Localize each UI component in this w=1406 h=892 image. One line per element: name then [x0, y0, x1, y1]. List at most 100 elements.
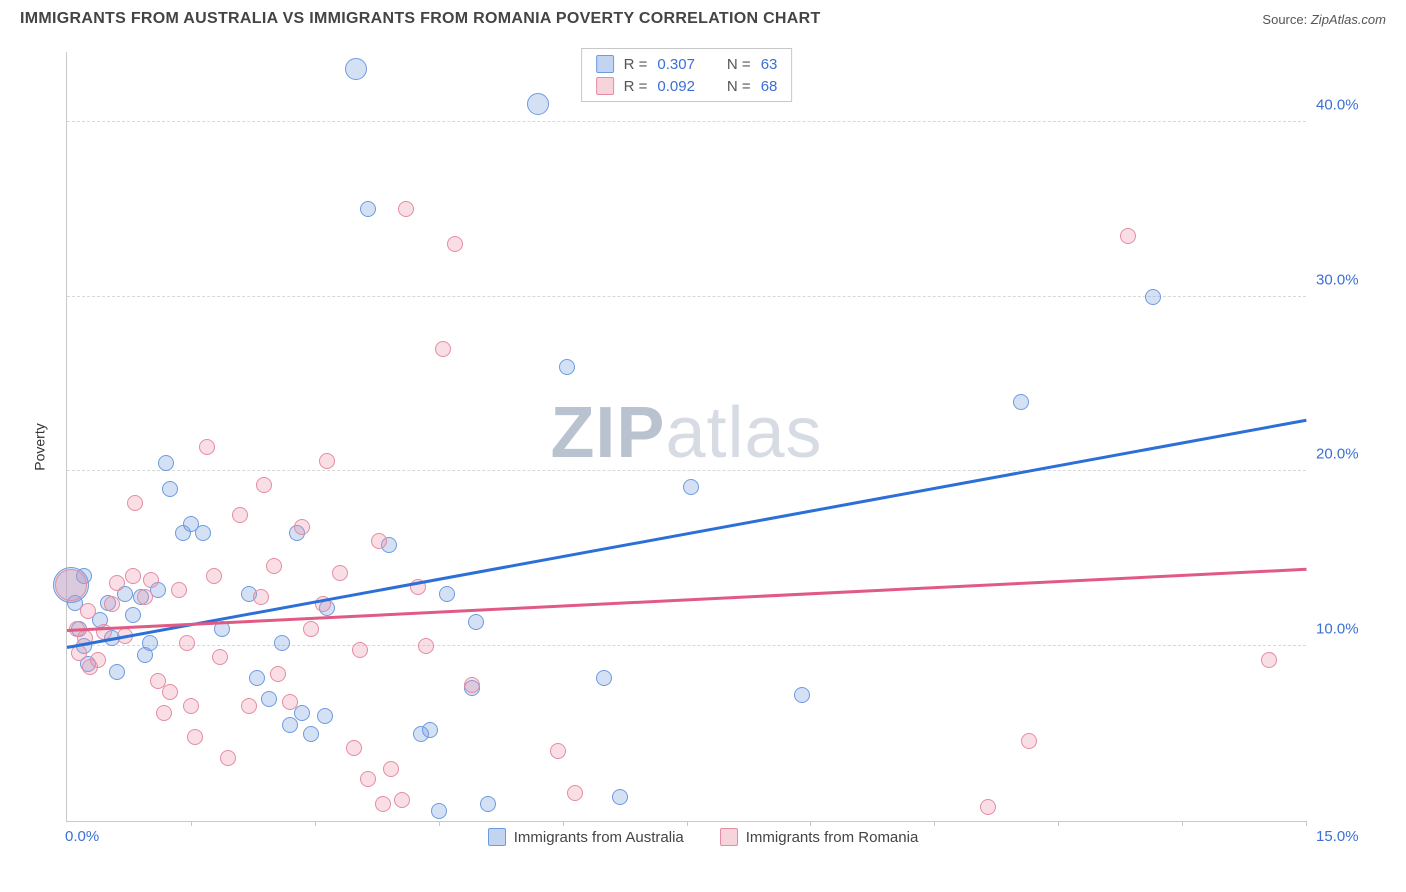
data-point-romania [383, 761, 399, 777]
data-point-australia [683, 479, 699, 495]
data-point-australia [162, 481, 178, 497]
x-tick-mark [439, 821, 440, 826]
y-axis-label: Poverty [32, 423, 48, 470]
r-value-romania: 0.092 [657, 78, 695, 95]
data-point-romania [360, 771, 376, 787]
data-point-romania [253, 589, 269, 605]
data-point-romania [567, 785, 583, 801]
n-value-romania: 68 [761, 78, 778, 95]
data-point-romania [270, 666, 286, 682]
data-point-romania [183, 698, 199, 714]
data-point-romania [256, 477, 272, 493]
x-tick-mark [563, 821, 564, 826]
data-point-australia [527, 93, 549, 115]
x-tick-mark [810, 821, 811, 826]
data-point-australia [612, 789, 628, 805]
data-point-australia [468, 614, 484, 630]
x-tick-mark [315, 821, 316, 826]
y-tick-label: 20.0% [1316, 446, 1376, 463]
swatch-blue [596, 55, 614, 73]
trendline-australia [67, 419, 1306, 649]
data-point-romania [187, 729, 203, 745]
r-value-australia: 0.307 [657, 56, 695, 73]
swatch-pink [720, 828, 738, 846]
data-point-romania [371, 533, 387, 549]
data-point-australia [1145, 289, 1161, 305]
data-point-romania [332, 565, 348, 581]
data-point-romania [199, 439, 215, 455]
data-point-romania [71, 645, 87, 661]
gridline [67, 121, 1306, 122]
x-tick-mark [1182, 821, 1183, 826]
source-label: Source: [1262, 12, 1307, 27]
data-point-romania [266, 558, 282, 574]
source-value: ZipAtlas.com [1311, 12, 1386, 27]
data-point-australia [142, 635, 158, 651]
watermark-atlas: atlas [665, 392, 822, 472]
data-point-romania [90, 652, 106, 668]
data-point-romania [179, 635, 195, 651]
data-point-australia [1013, 394, 1029, 410]
series-label-romania: Immigrants from Romania [746, 829, 919, 846]
gridline [67, 645, 1306, 646]
data-point-australia [345, 58, 367, 80]
data-point-australia [249, 670, 265, 686]
data-point-australia [294, 705, 310, 721]
data-point-romania [104, 596, 120, 612]
n-value-australia: 63 [761, 56, 778, 73]
data-point-romania [212, 649, 228, 665]
data-point-australia [422, 722, 438, 738]
data-point-romania [294, 519, 310, 535]
data-point-romania [282, 694, 298, 710]
data-point-australia [317, 708, 333, 724]
data-point-romania [418, 638, 434, 654]
data-point-romania [980, 799, 996, 815]
data-point-australia [596, 670, 612, 686]
data-point-romania [550, 743, 566, 759]
data-point-romania [394, 792, 410, 808]
data-point-australia [158, 455, 174, 471]
data-point-romania [171, 582, 187, 598]
data-point-romania [447, 236, 463, 252]
data-point-romania [127, 495, 143, 511]
data-point-australia [109, 664, 125, 680]
gridline [67, 470, 1306, 471]
data-point-australia [195, 525, 211, 541]
data-point-romania [435, 341, 451, 357]
data-point-romania [375, 796, 391, 812]
chart-title: IMMIGRANTS FROM AUSTRALIA VS IMMIGRANTS … [20, 10, 821, 28]
data-point-romania [241, 698, 257, 714]
correlation-legend: R = 0.307 N = 63 R = 0.092 N = 68 [581, 48, 793, 102]
data-point-romania [137, 589, 153, 605]
data-point-australia [439, 586, 455, 602]
x-tick-mark [934, 821, 935, 826]
swatch-pink [596, 77, 614, 95]
n-label: N = [727, 56, 751, 73]
chart-container: Poverty ZIPatlas R = 0.307 N = 63 R = 0.… [20, 42, 1386, 852]
data-point-romania [109, 575, 125, 591]
data-point-romania [143, 572, 159, 588]
n-label: N = [727, 78, 751, 95]
series-label-australia: Immigrants from Australia [514, 829, 684, 846]
r-label: R = [624, 78, 648, 95]
gridline [67, 296, 1306, 297]
data-point-romania [162, 684, 178, 700]
data-point-australia [794, 687, 810, 703]
data-point-romania [80, 603, 96, 619]
data-point-australia [303, 726, 319, 742]
data-point-romania [352, 642, 368, 658]
data-point-australia [261, 691, 277, 707]
source-attribution: Source: ZipAtlas.com [1262, 12, 1386, 27]
data-point-australia [274, 635, 290, 651]
swatch-blue [488, 828, 506, 846]
data-point-romania [1261, 652, 1277, 668]
plot-area: ZIPatlas R = 0.307 N = 63 R = 0.092 N = … [66, 52, 1306, 822]
data-point-romania [55, 569, 87, 601]
x-tick-mark [1058, 821, 1059, 826]
data-point-australia [431, 803, 447, 819]
watermark-zip: ZIP [550, 392, 665, 472]
r-label: R = [624, 56, 648, 73]
data-point-romania [1120, 228, 1136, 244]
legend-row-romania: R = 0.092 N = 68 [582, 75, 792, 97]
data-point-romania [398, 201, 414, 217]
